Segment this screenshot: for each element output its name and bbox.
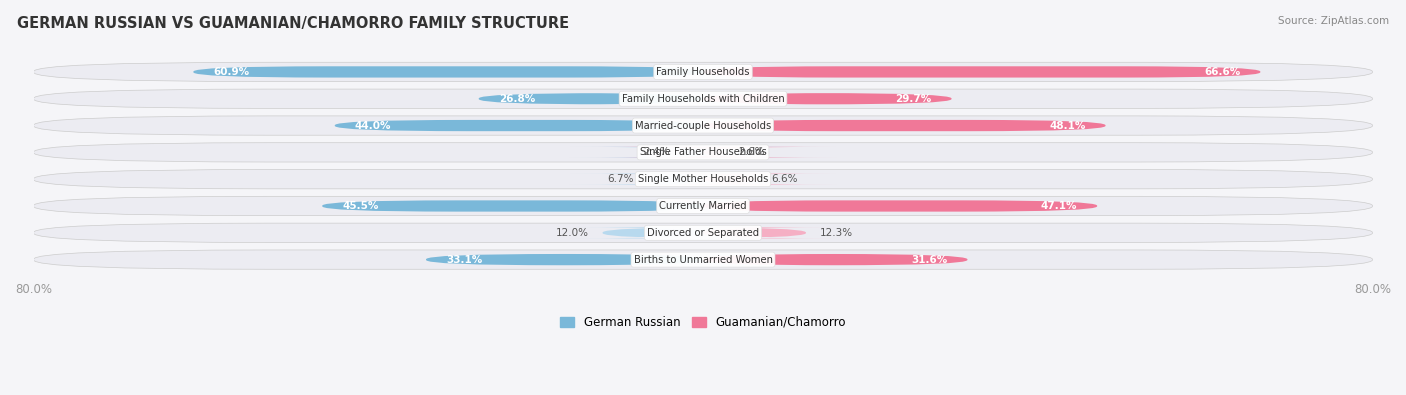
- Text: 33.1%: 33.1%: [446, 255, 482, 265]
- FancyBboxPatch shape: [569, 227, 737, 239]
- FancyBboxPatch shape: [478, 93, 703, 104]
- Text: 26.8%: 26.8%: [499, 94, 536, 104]
- Text: 6.6%: 6.6%: [772, 174, 799, 184]
- FancyBboxPatch shape: [194, 66, 703, 77]
- FancyBboxPatch shape: [703, 200, 1097, 212]
- FancyBboxPatch shape: [624, 173, 837, 185]
- FancyBboxPatch shape: [34, 89, 1372, 108]
- Text: 44.0%: 44.0%: [354, 120, 391, 131]
- FancyBboxPatch shape: [34, 169, 1372, 189]
- FancyBboxPatch shape: [569, 173, 780, 185]
- Text: 48.1%: 48.1%: [1049, 120, 1085, 131]
- FancyBboxPatch shape: [34, 116, 1372, 135]
- Legend: German Russian, Guamanian/Chamorro: German Russian, Guamanian/Chamorro: [555, 311, 851, 333]
- Text: 12.0%: 12.0%: [557, 228, 589, 238]
- Text: Births to Unmarried Women: Births to Unmarried Women: [634, 255, 772, 265]
- Text: Source: ZipAtlas.com: Source: ZipAtlas.com: [1278, 16, 1389, 26]
- FancyBboxPatch shape: [703, 120, 1105, 131]
- Text: 45.5%: 45.5%: [342, 201, 378, 211]
- FancyBboxPatch shape: [335, 120, 703, 131]
- Text: Married-couple Households: Married-couple Households: [636, 120, 770, 131]
- FancyBboxPatch shape: [591, 147, 837, 158]
- Text: 6.7%: 6.7%: [607, 174, 634, 184]
- FancyBboxPatch shape: [34, 196, 1372, 216]
- Text: 29.7%: 29.7%: [896, 94, 931, 104]
- FancyBboxPatch shape: [322, 200, 703, 212]
- FancyBboxPatch shape: [703, 66, 1260, 77]
- Text: Divorced or Separated: Divorced or Separated: [647, 228, 759, 238]
- FancyBboxPatch shape: [703, 254, 967, 265]
- Text: Single Mother Households: Single Mother Households: [638, 174, 768, 184]
- Text: 31.6%: 31.6%: [911, 255, 948, 265]
- Text: 60.9%: 60.9%: [214, 67, 249, 77]
- Text: 47.1%: 47.1%: [1040, 201, 1077, 211]
- FancyBboxPatch shape: [569, 147, 817, 158]
- Text: 66.6%: 66.6%: [1204, 67, 1240, 77]
- Text: Family Households with Children: Family Households with Children: [621, 94, 785, 104]
- FancyBboxPatch shape: [672, 227, 837, 239]
- FancyBboxPatch shape: [34, 223, 1372, 243]
- FancyBboxPatch shape: [426, 254, 703, 265]
- FancyBboxPatch shape: [703, 93, 952, 104]
- Text: Currently Married: Currently Married: [659, 201, 747, 211]
- FancyBboxPatch shape: [34, 62, 1372, 82]
- FancyBboxPatch shape: [34, 143, 1372, 162]
- Text: 2.4%: 2.4%: [643, 147, 669, 157]
- Text: Single Father Households: Single Father Households: [640, 147, 766, 157]
- Text: 12.3%: 12.3%: [820, 228, 852, 238]
- Text: 2.6%: 2.6%: [738, 147, 765, 157]
- Text: GERMAN RUSSIAN VS GUAMANIAN/CHAMORRO FAMILY STRUCTURE: GERMAN RUSSIAN VS GUAMANIAN/CHAMORRO FAM…: [17, 16, 569, 31]
- Text: Family Households: Family Households: [657, 67, 749, 77]
- FancyBboxPatch shape: [34, 250, 1372, 269]
